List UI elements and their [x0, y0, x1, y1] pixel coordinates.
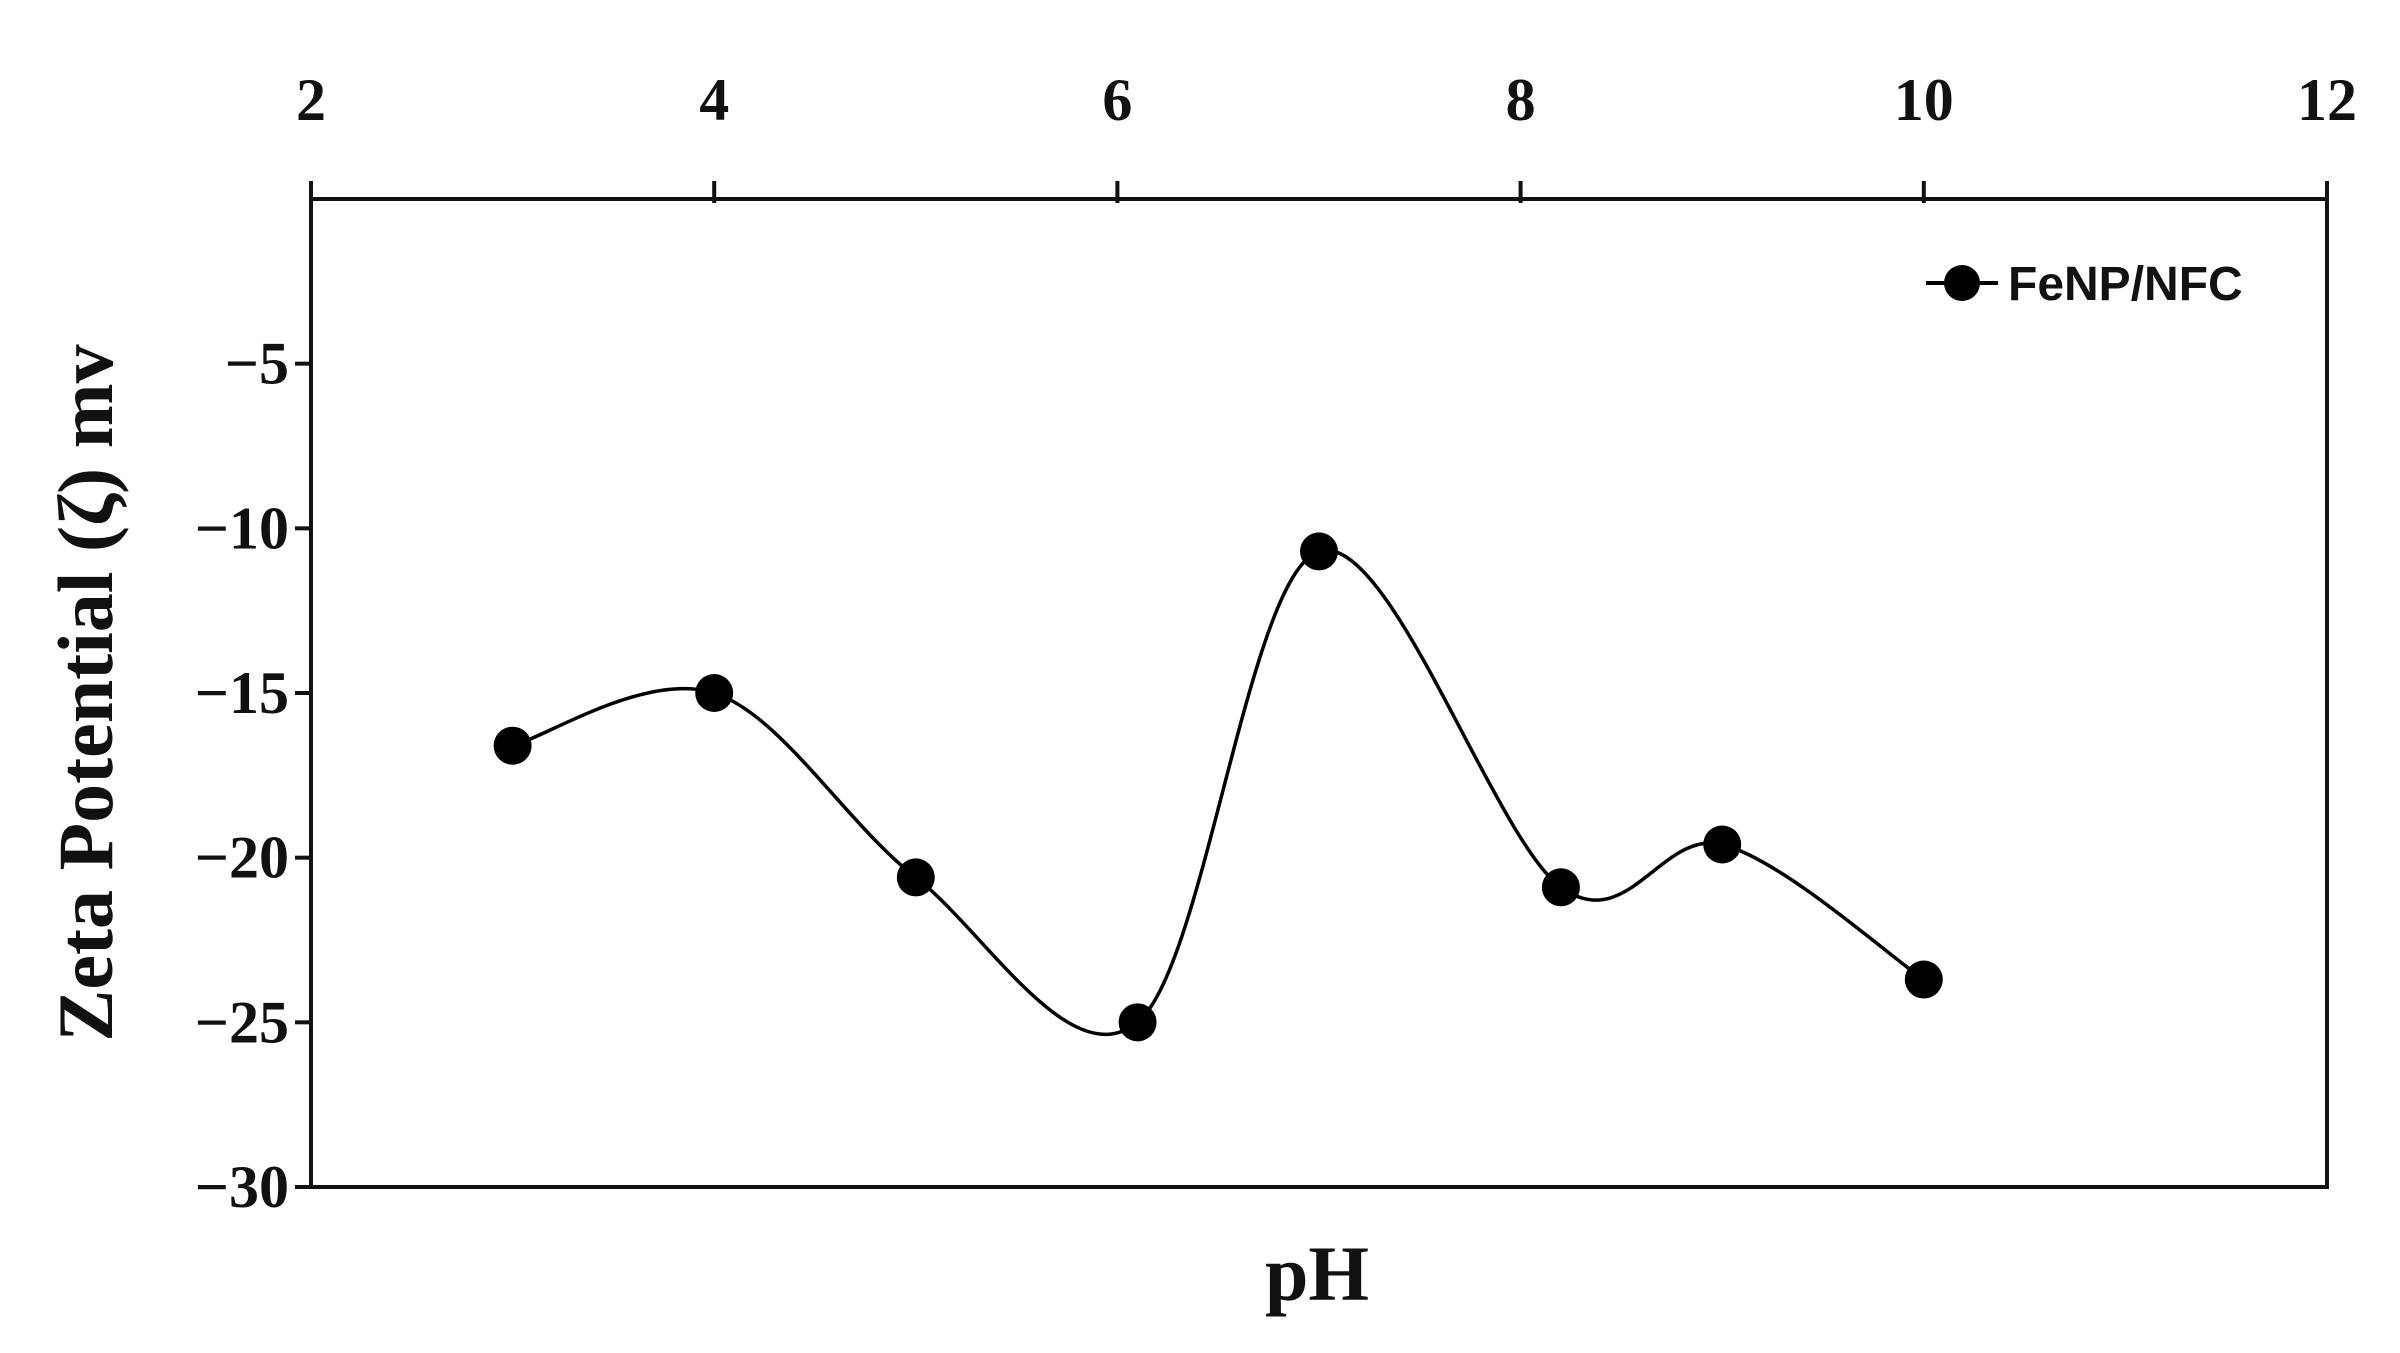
y-tick-label: −15: [195, 660, 289, 726]
y-tick-label: −20: [195, 825, 289, 891]
point: [493, 726, 532, 765]
y-tick-label: −10: [195, 495, 289, 561]
series-line: [512, 548, 1925, 1037]
point: [1703, 825, 1742, 864]
legend-marker: [1944, 265, 1980, 301]
point: [896, 858, 935, 897]
point: [695, 674, 734, 712]
y-tick-label: −30: [195, 1154, 289, 1220]
x-tick-label: 2: [296, 67, 326, 133]
y-tick-label: −25: [195, 989, 289, 1055]
point: [1541, 868, 1580, 907]
point: [1118, 1003, 1157, 1042]
plot-frame: [309, 197, 2329, 1189]
x-tick-label: 8: [1506, 67, 1536, 133]
x-tick-label: 12: [2297, 67, 2357, 133]
x-tick-label: 4: [699, 67, 729, 133]
y-tick-label: −5: [225, 331, 289, 397]
x-axis-title: pH: [1265, 1230, 1369, 1317]
x-tick-label: 10: [1894, 67, 1954, 133]
legend-label: FeNP/NFC: [2008, 258, 2243, 311]
point: [1904, 960, 1943, 999]
y-axis-title: Zeta Potential (ζ) mv: [42, 344, 129, 1041]
point: [1300, 532, 1338, 571]
x-tick-label: 6: [1102, 67, 1132, 133]
